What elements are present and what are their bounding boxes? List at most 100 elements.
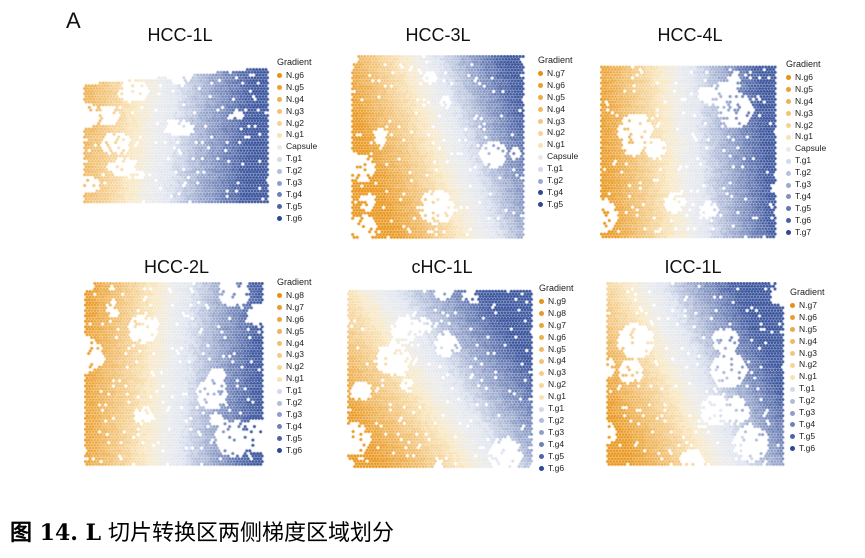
legend-item: T.g2 [539,415,574,427]
legend-label: N.g7 [799,299,817,310]
legend-item: Capsule [277,141,317,153]
panel-title: HCC-1L [147,25,213,45]
legend-item: T.g4 [539,439,574,451]
legend-dot-icon [539,370,544,376]
spatial-gradient-figure: A HCC-1L Gradient N.g6 N.g5 N.g4 N.g3 N.g2 N.… [66,8,865,477]
legend-dot-icon [538,166,543,172]
legend-item: N.g5 [277,326,312,338]
legend-dot-icon [790,374,795,380]
legend-title: Gradient [277,57,312,67]
legend-dot-icon [277,352,282,358]
legend-label: T.g1 [799,383,816,394]
legend: Gradient N.g7 N.g6 N.g5 N.g4 N.g3 N.g2 N.g1 T.g… [790,287,825,455]
legend: Gradient N.g9 N.g8 N.g7 N.g6 N.g5 N.g4 N.g3 N.g… [539,283,574,475]
legend-label: N.g5 [286,81,304,92]
legend-dot-icon [539,442,544,448]
legend-label: T.g2 [548,414,565,425]
legend-label: N.g3 [795,107,813,118]
legend-dot-icon [790,339,795,345]
legend-item: T.g1 [538,163,578,175]
legend-dot-icon [790,362,795,368]
legend-title: Gradient [277,277,312,287]
legend-label: N.g2 [286,361,304,372]
legend-dot-icon [277,329,282,335]
legend-label: T.g6 [795,214,812,225]
legend-dot-icon [277,180,282,186]
legend-dot-icon [539,466,544,472]
legend-label: T.g1 [795,155,812,166]
legend-dot-icon [277,317,282,323]
legend-item: N.g8 [277,290,312,302]
legend-label: T.g1 [286,153,303,164]
legend-item: N.g2 [277,361,312,373]
legend-label: N.g1 [286,373,304,384]
legend-label: N.g3 [286,349,304,360]
legend-label: N.g3 [286,105,304,116]
legend-item: N.g6 [539,332,574,344]
legend-item: N.g3 [539,367,574,379]
legend-label: T.g3 [286,177,303,188]
legend-dot-icon [538,202,543,208]
legend-title: Gradient [790,287,825,297]
legend-label: T.g4 [548,438,565,449]
legend-label: N.g5 [795,83,813,94]
legend-item: N.g5 [786,84,826,96]
legend-label: T.g4 [547,186,564,197]
legend-label: T.g2 [547,175,564,186]
legend-label: N.g2 [286,117,304,128]
legend-label: T.g4 [795,190,812,201]
legend-label: T.g1 [547,163,564,174]
legend-label: N.g4 [799,335,817,346]
legend-item: T.g2 [277,397,312,409]
legend-label: T.g2 [286,397,303,408]
legend-item: N.g1 [786,131,826,143]
legend-label: T.g5 [286,432,303,443]
legend: Gradient N.g7 N.g6 N.g5 N.g4 N.g3 N.g2 N.g1 Cap… [538,55,578,211]
legend-dot-icon [538,107,543,113]
legend-item: T.g6 [277,213,317,225]
legend-dot-icon [539,346,544,352]
legend-item: N.g2 [790,359,825,371]
spatial-spot-map [603,282,785,467]
legend-label: T.g6 [799,442,816,453]
legend-label: N.g6 [286,313,304,324]
legend-dot-icon [277,305,282,311]
legend-label: N.g6 [799,311,817,322]
legend-dot-icon [538,95,543,101]
panel-icc-1l: ICC-1L Gradient N.g7 N.g6 N.g5 N.g4 N.g3 N.g2… [603,257,865,477]
legend-label: N.g4 [286,93,304,104]
legend-item: N.g1 [539,391,574,403]
legend-dot-icon [538,154,543,160]
legend-item: N.g6 [538,80,578,92]
panel-hcc-4l: HCC-4L Gradient N.g6 N.g5 N.g4 N.g3 N.g2 N.g1… [600,25,865,245]
legend-item: T.g5 [277,433,312,445]
legend-item: N.g7 [277,302,312,314]
legend-item: T.g5 [790,431,825,443]
legend-item: N.g3 [277,349,312,361]
panel-title: HCC-4L [657,25,723,45]
legend-item: N.g6 [277,70,317,82]
legend-dot-icon [538,83,543,89]
legend-dot-icon [790,398,795,404]
legend-label: N.g5 [547,91,565,102]
spatial-spot-map [348,55,526,240]
legend-item: T.g2 [786,167,826,179]
legend-label: N.g2 [547,127,565,138]
legend-item: N.g5 [538,92,578,104]
legend-item: T.g3 [790,407,825,419]
legend-item: N.g1 [277,129,317,141]
legend-label: N.g7 [548,319,566,330]
legend-dot-icon [790,422,795,428]
legend-dot-icon [539,323,544,329]
legend-label: T.g6 [286,444,303,455]
legend-label: N.g7 [286,301,304,312]
legend-item: N.g7 [790,300,825,312]
legend-item: T.g2 [277,165,317,177]
legend-item: T.g6 [790,443,825,455]
legend-dot-icon [538,190,543,196]
legend-dot-icon [539,430,544,436]
legend-label: N.g9 [548,295,566,306]
legend-dot-icon [277,156,282,162]
legend-dot-icon [539,394,544,400]
legend-dot-icon [538,118,543,124]
